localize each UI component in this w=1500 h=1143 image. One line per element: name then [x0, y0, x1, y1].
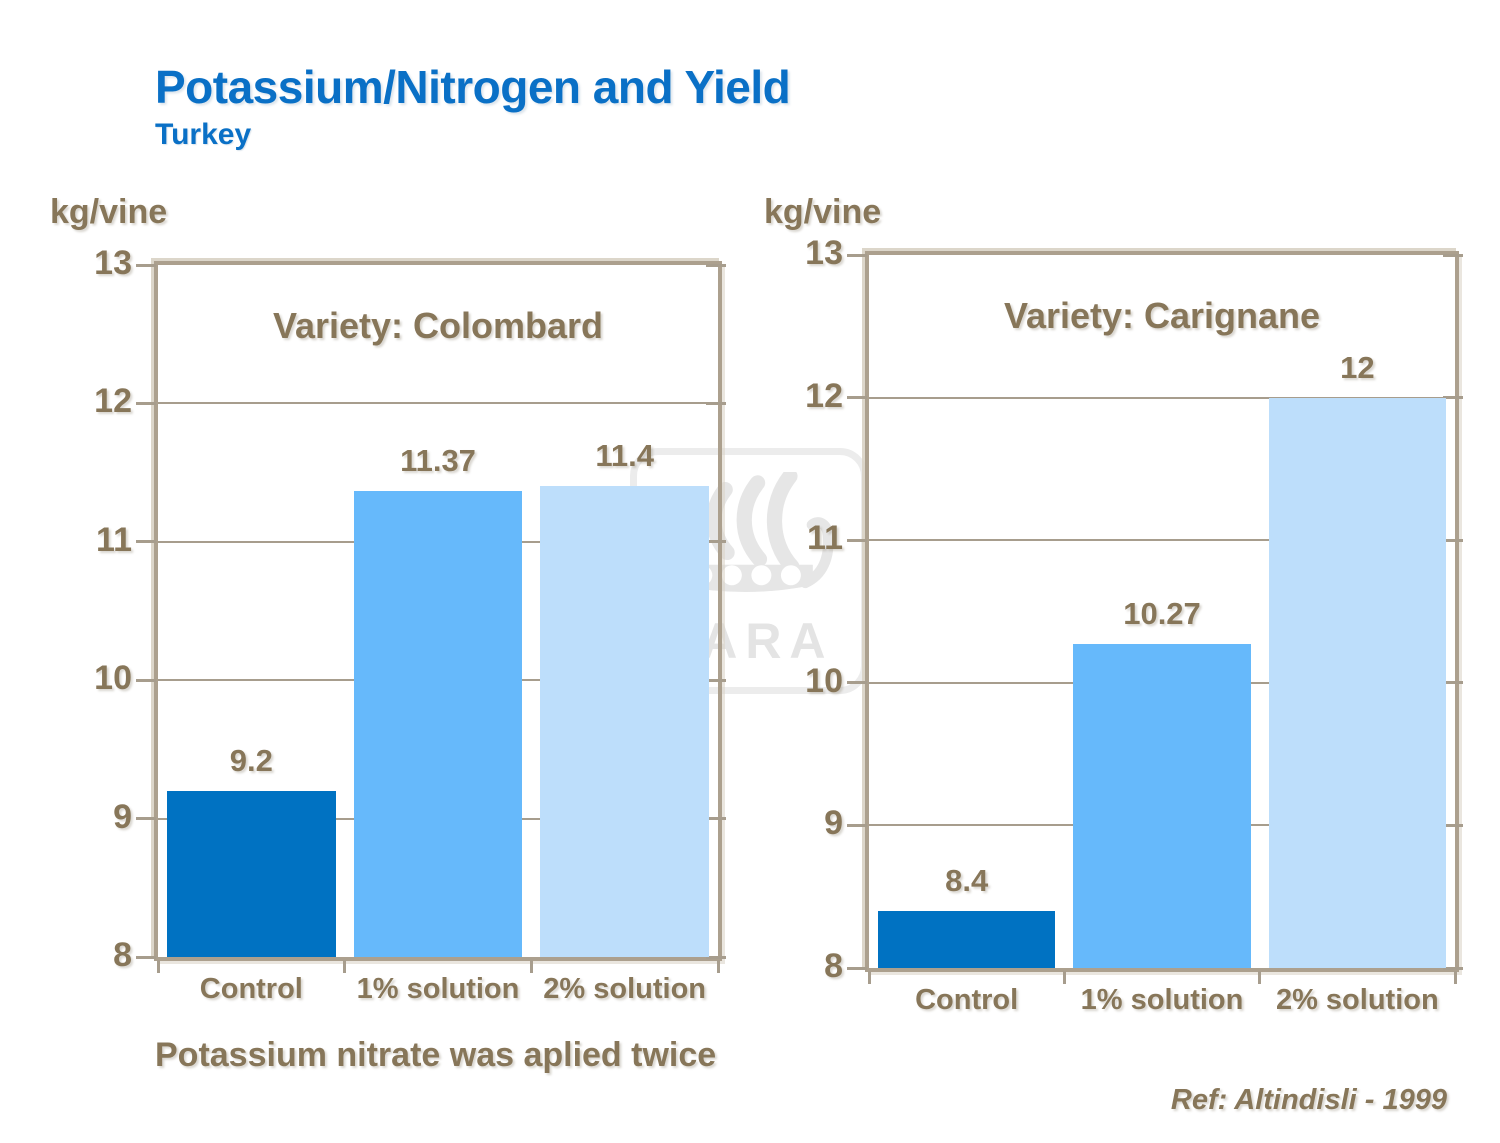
category-label: 2% solution [543, 973, 707, 1005]
reference: Ref: Altindisli - 1999 [1170, 1084, 1447, 1116]
y-tick-mark-right [1443, 253, 1463, 257]
y-tick-mark [847, 966, 867, 970]
gridline [869, 539, 1455, 542]
y-tick-mark-right [706, 955, 726, 959]
yara-watermark-text: YARA [664, 613, 834, 669]
y-tick-mark-right [1443, 538, 1463, 542]
bar-value-label: 12 [1340, 349, 1375, 385]
page-title: Potassium/Nitrogen and Yield [155, 61, 791, 113]
category-label: Control [915, 984, 1019, 1016]
category-label: 1% solution [356, 973, 520, 1005]
y-axis-unit-label: kg/vine [50, 193, 168, 231]
y-tick-mark-right [1443, 823, 1463, 827]
gridline [869, 681, 1455, 684]
y-tick-mark [136, 678, 156, 682]
bar-value-label: 9.2 [229, 742, 273, 778]
y-tick-mark [136, 540, 156, 544]
chart-title: Variety: Colombard [272, 305, 604, 346]
y-tick-mark [136, 401, 156, 405]
y-tick-mark [136, 817, 156, 821]
x-tick-mark [156, 960, 160, 973]
x-tick-mark [1062, 971, 1066, 984]
x-tick-mark [343, 960, 347, 973]
gridline [158, 402, 718, 405]
y-axis-unit-label: kg/vine [764, 193, 882, 231]
bar-control [167, 790, 336, 957]
category-label: Control [199, 973, 303, 1005]
y-tick-mark-right [706, 817, 726, 821]
y-tick-mark [136, 263, 156, 267]
x-tick-mark [1258, 971, 1262, 984]
bar-value-label: 10.27 [1123, 596, 1201, 632]
category-label: 2% solution [1275, 984, 1439, 1016]
page-subtitle: Turkey [155, 118, 252, 151]
x-tick-mark [1453, 971, 1457, 984]
y-tick-mark [847, 823, 867, 827]
y-tick-label: 11 [96, 520, 132, 559]
x-tick-mark [529, 960, 533, 973]
yara-ship-icon [658, 472, 834, 592]
y-tick-mark [847, 396, 867, 400]
x-tick-mark [867, 971, 871, 984]
bar-1-solution [353, 490, 523, 957]
bar-1-solution [1073, 644, 1251, 968]
bar-value-label: 11.37 [400, 442, 476, 478]
y-tick-mark [136, 955, 156, 959]
y-tick-mark [847, 253, 867, 257]
y-tick-label: 9 [113, 797, 132, 836]
yara-watermark: YARA [630, 448, 868, 694]
bar-control [878, 910, 1056, 968]
y-tick-label: 12 [805, 376, 843, 415]
plot-area [865, 251, 1459, 972]
y-tick-mark-right [706, 401, 726, 405]
gridline [869, 396, 1455, 399]
y-tick-label: 8 [824, 947, 843, 985]
y-tick-label: 12 [94, 382, 132, 421]
gridline [869, 824, 1455, 827]
bar-value-label: 8.4 [945, 862, 989, 898]
y-tick-label: 13 [805, 234, 843, 272]
x-tick-mark [716, 960, 720, 973]
y-tick-mark-right [706, 263, 726, 267]
y-tick-mark-right [1443, 396, 1463, 400]
bar-2-solution [1268, 397, 1446, 968]
y-tick-label: 13 [94, 244, 132, 282]
y-tick-label: 9 [824, 804, 843, 843]
gridline [158, 817, 718, 820]
category-label: 1% solution [1080, 984, 1244, 1016]
footnote: Potassium nitrate was aplied twice [155, 1036, 717, 1074]
chart-title: Variety: Carignane [1003, 295, 1321, 336]
y-tick-mark-right [1443, 681, 1463, 685]
y-tick-label: 10 [94, 659, 132, 698]
y-tick-label: 8 [113, 936, 132, 974]
y-tick-mark-right [1443, 966, 1463, 970]
